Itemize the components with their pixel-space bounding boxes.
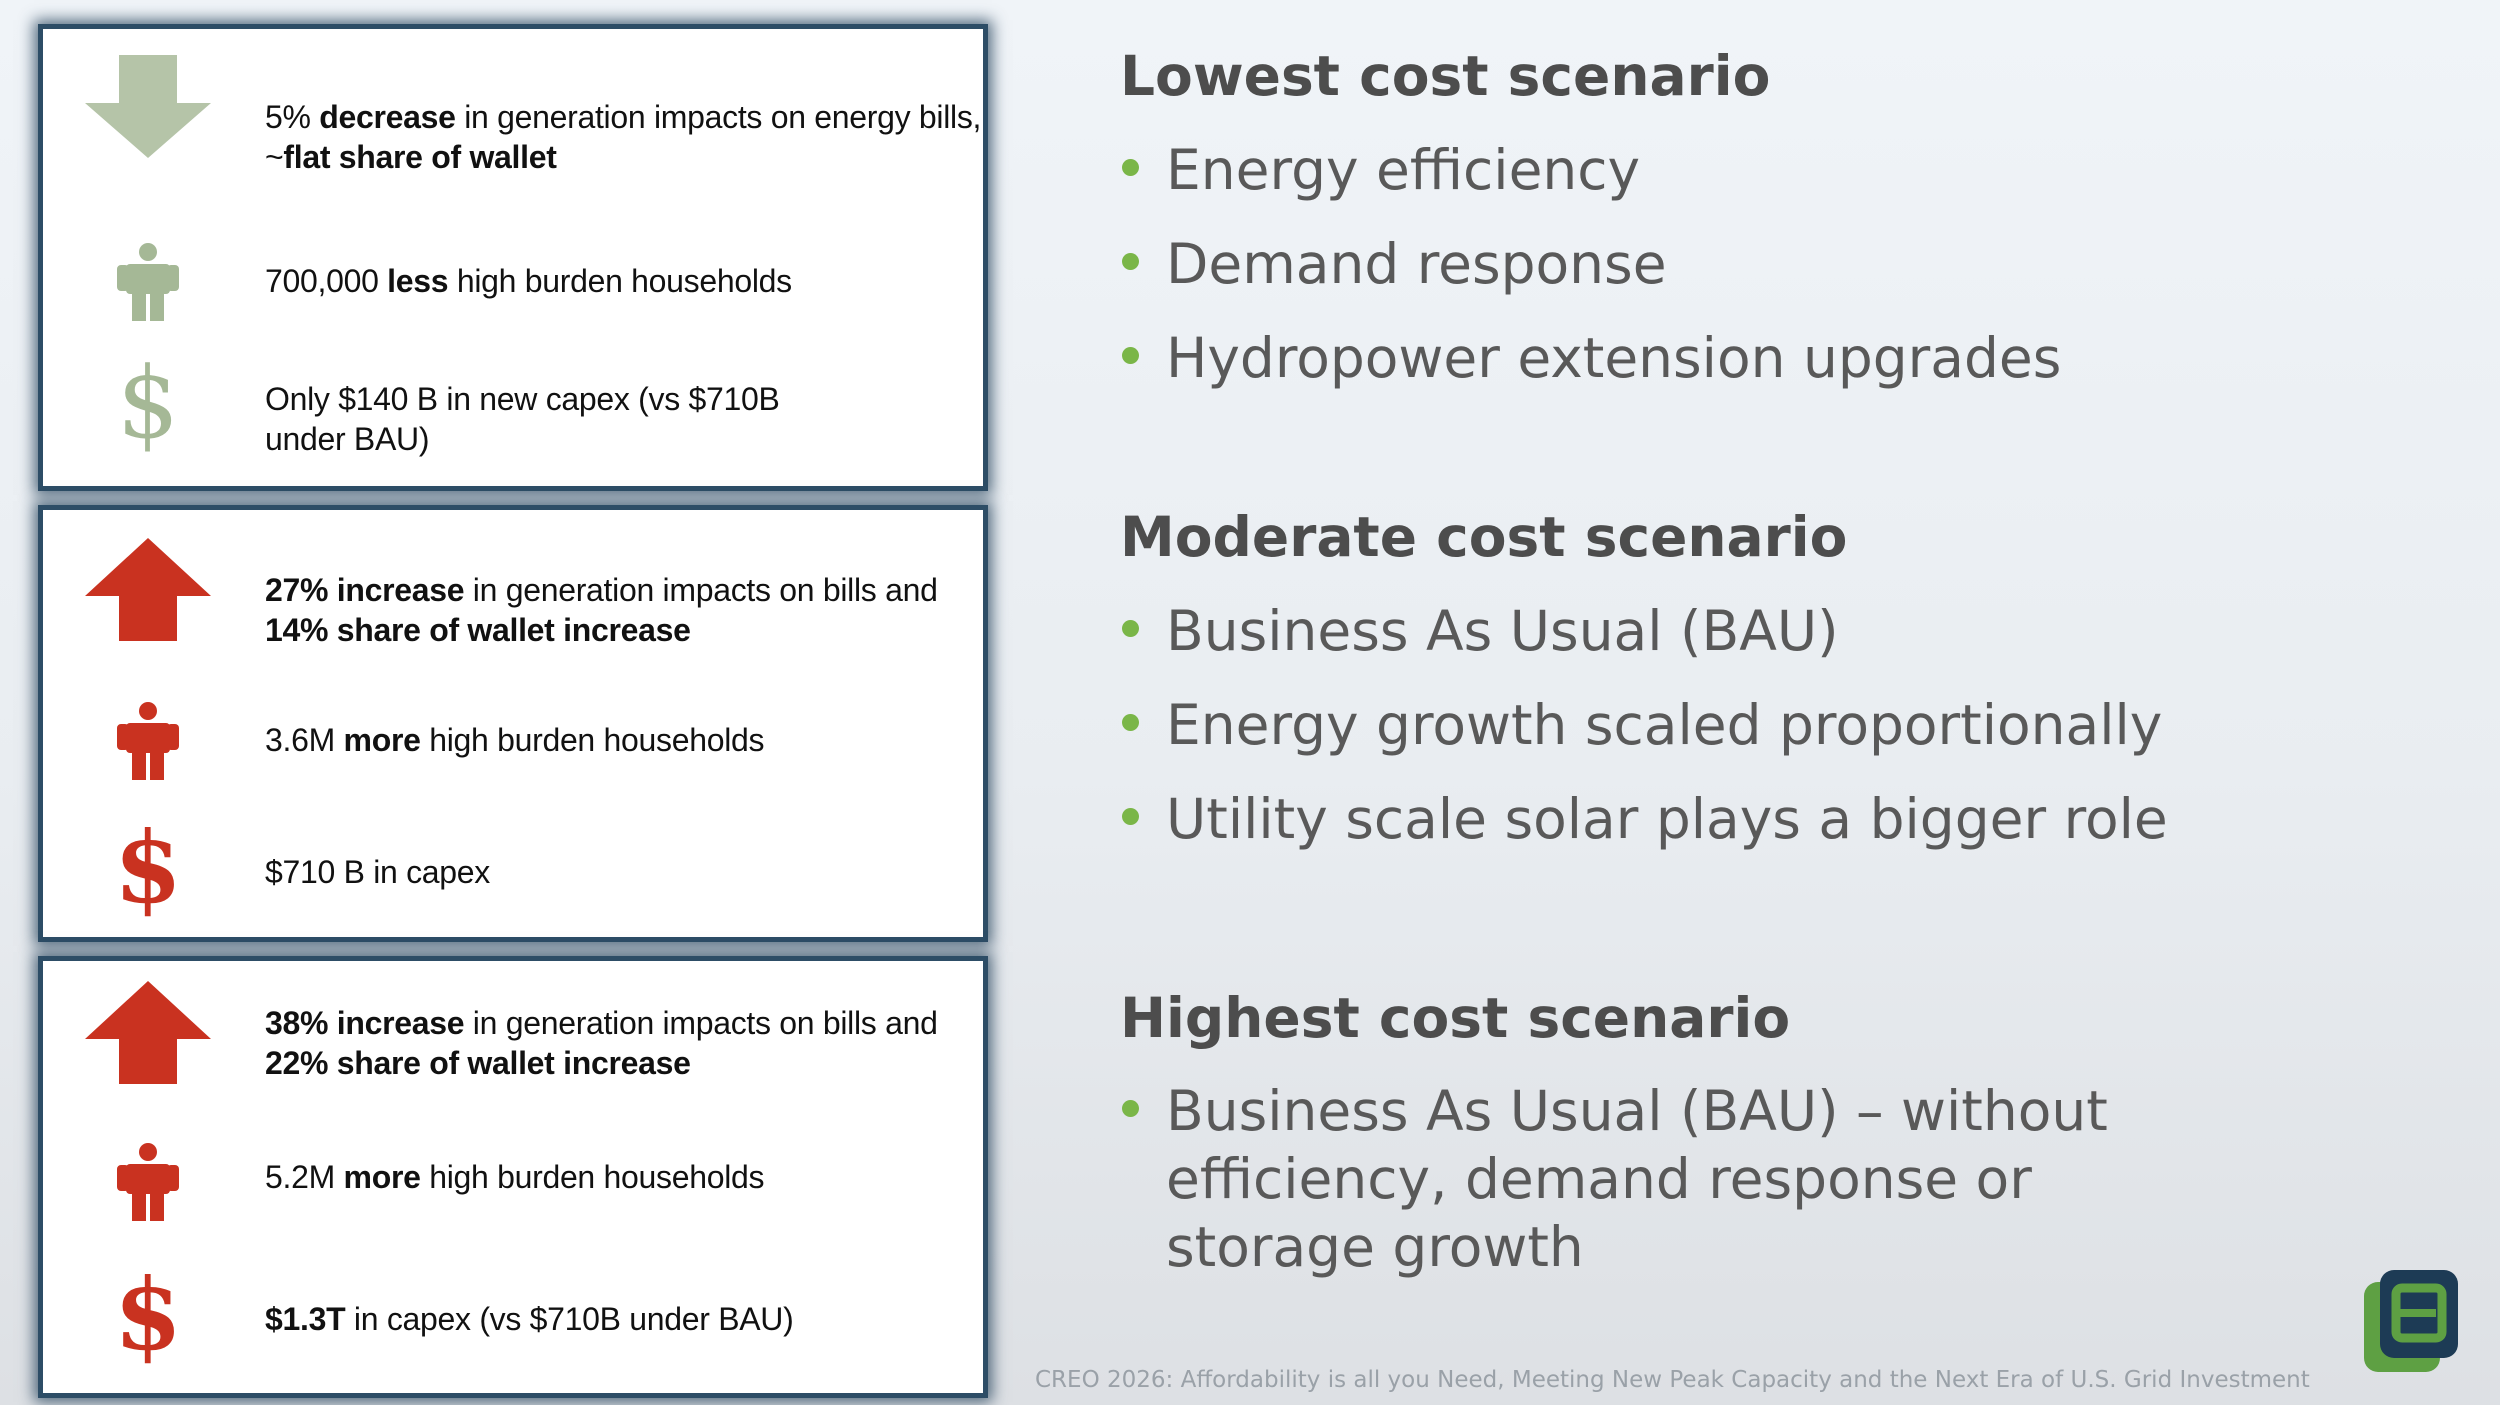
bullet-dot <box>1122 1100 1139 1117</box>
list-item: Energy growth scaled proportionally <box>1120 691 2320 759</box>
impact-text-capex: $710 B in capex <box>265 854 491 890</box>
impact-text-bills: 5% decrease in generation impacts on ene… <box>265 99 982 175</box>
dollar-icon: $ <box>113 811 183 926</box>
dollar-icon: $ <box>116 347 180 461</box>
highest-cost-scenario-title: Highest cost scenario <box>1120 986 1791 1050</box>
list-item: Demand response <box>1120 230 2320 298</box>
moderate-cost-scenario-list: Business As Usual (BAU) Energy growth sc… <box>1120 597 2320 879</box>
dollar-icon: $ <box>113 1258 183 1373</box>
impact-text-households: 5.2M more high burden households <box>265 1159 765 1195</box>
impact-row-households: 3.6M more high burden households <box>43 680 983 790</box>
list-item: Energy efficiency <box>1120 136 2320 204</box>
up-arrow-icon <box>73 981 223 1086</box>
moderate-cost-scenario-title: Moderate cost scenario <box>1120 505 1848 569</box>
impact-row-bills: 5% decrease in generation impacts on ene… <box>43 51 983 175</box>
impact-text-bills: 27% increase in generation impacts on bi… <box>265 572 938 648</box>
impact-row-households: 700,000 less high burden households <box>43 209 983 321</box>
bullet-dot <box>1122 714 1139 731</box>
impact-row-bills: 27% increase in generation impacts on bi… <box>43 530 983 650</box>
impact-row-capex: $ $710 B in capex <box>43 810 983 930</box>
list-item: Hydropower extension upgrades <box>1120 324 2320 392</box>
lowest-cost-scenario-list: Energy efficiency Demand response Hydrop… <box>1120 136 2320 418</box>
highest-cost-impact-panel: 38% increase in generation impacts on bi… <box>38 956 988 1398</box>
impact-text-capex: Only $140 B in new capex (vs $710B under… <box>265 381 780 457</box>
bullet-dot <box>1122 347 1139 364</box>
impact-row-households: 5.2M more high burden households <box>43 1121 983 1231</box>
impact-text-capex: $1.3T in capex (vs $710B under BAU) <box>265 1301 794 1337</box>
down-arrow-icon <box>73 55 223 160</box>
footer-citation: CREO 2026: Affordability is all you Need… <box>1035 1367 2310 1393</box>
moderate-cost-impact-panel: 27% increase in generation impacts on bi… <box>38 505 988 942</box>
up-arrow-icon <box>73 538 223 643</box>
person-icon <box>73 243 223 321</box>
highest-cost-scenario-list: Business As Usual (BAU) – without effici… <box>1120 1077 2250 1307</box>
impact-row-capex: $ Only $140 B in new capex (vs $710B und… <box>43 339 983 479</box>
bullet-dot <box>1122 808 1139 825</box>
impact-text-households: 700,000 less high burden households <box>265 263 792 299</box>
lowest-cost-scenario-title: Lowest cost scenario <box>1120 44 1771 108</box>
list-item: Business As Usual (BAU) – without effici… <box>1120 1077 2250 1281</box>
impact-row-bills: 38% increase in generation impacts on bi… <box>43 975 983 1095</box>
brand-logo-icon <box>2362 1268 2462 1376</box>
bullet-dot <box>1122 253 1139 270</box>
impact-text-bills: 38% increase in generation impacts on bi… <box>265 1005 938 1081</box>
bullet-dot <box>1122 159 1139 176</box>
impact-row-capex: $ $1.3T in capex (vs $710B under BAU) <box>43 1251 983 1381</box>
list-item: Utility scale solar plays a bigger role <box>1120 785 2320 853</box>
lowest-cost-impact-panel: 5% decrease in generation impacts on ene… <box>38 24 988 491</box>
impact-text-households: 3.6M more high burden households <box>265 722 765 758</box>
person-icon <box>73 1143 223 1221</box>
bullet-dot <box>1122 620 1139 637</box>
list-item: Business As Usual (BAU) <box>1120 597 2320 665</box>
person-icon <box>73 702 223 780</box>
